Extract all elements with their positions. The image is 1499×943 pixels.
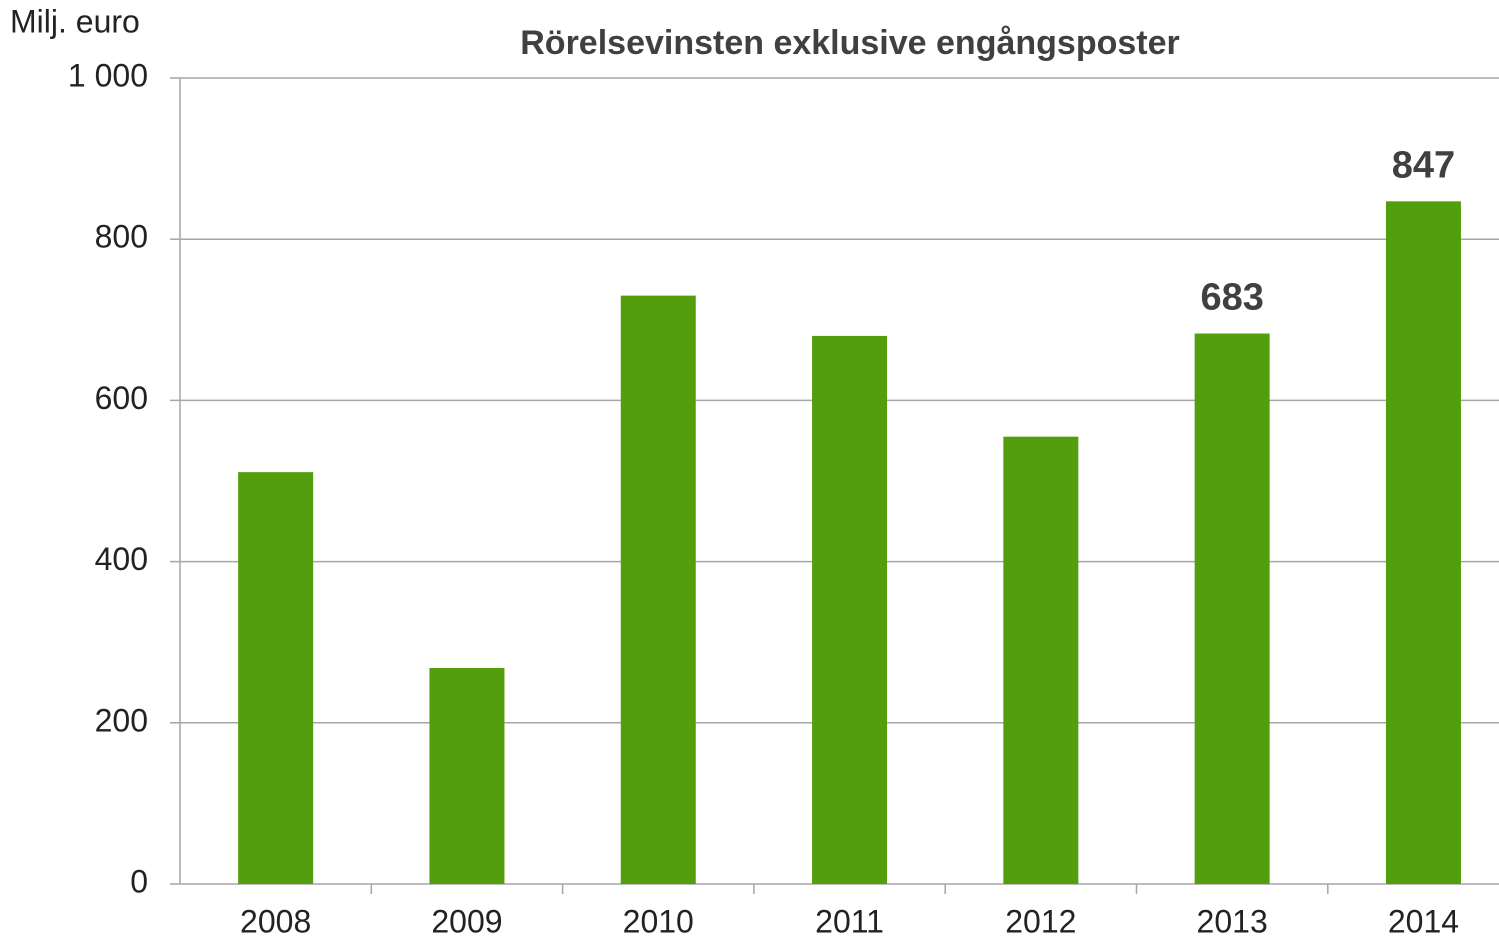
x-tick-label: 2009 bbox=[431, 903, 502, 939]
bar bbox=[429, 667, 505, 884]
data-label: 683 bbox=[1200, 277, 1263, 319]
bar bbox=[1003, 436, 1079, 884]
x-tick-label: 2011 bbox=[815, 903, 884, 939]
x-tick-label: 2010 bbox=[623, 903, 694, 939]
y-tick-label: 200 bbox=[95, 702, 148, 738]
y-axis-label: Milj. euro bbox=[10, 3, 140, 39]
x-tick-label: 2013 bbox=[1197, 903, 1268, 939]
bar bbox=[1194, 333, 1270, 884]
x-tick-label: 2014 bbox=[1388, 903, 1459, 939]
y-tick-label: 0 bbox=[130, 863, 148, 899]
x-tick-label: 2008 bbox=[240, 903, 311, 939]
bar bbox=[238, 472, 314, 884]
data-label: 847 bbox=[1392, 144, 1455, 186]
x-tick-label: 2012 bbox=[1005, 903, 1076, 939]
y-tick-label: 400 bbox=[95, 541, 148, 577]
y-tick-label: 800 bbox=[95, 219, 148, 255]
y-tick-label: 1 000 bbox=[68, 57, 148, 93]
bar bbox=[812, 335, 888, 884]
y-tick-label: 600 bbox=[95, 380, 148, 416]
bar bbox=[620, 295, 696, 884]
bar bbox=[1385, 201, 1461, 884]
chart-title: Rörelsevinsten exklusive engångsposter bbox=[520, 24, 1179, 62]
